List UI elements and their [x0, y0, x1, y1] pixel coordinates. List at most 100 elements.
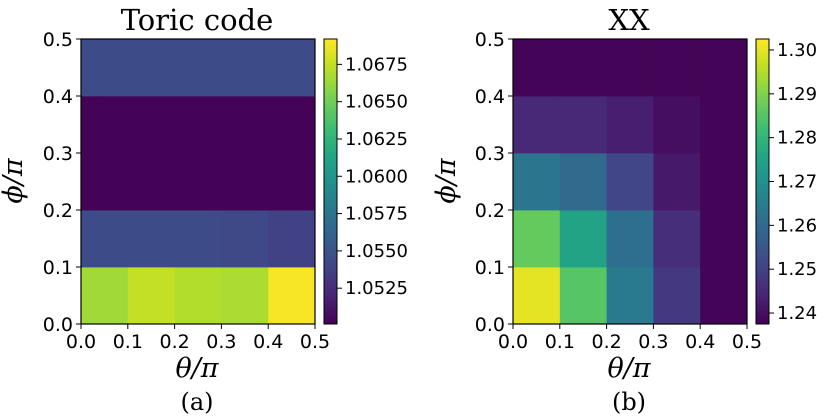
panel-a-y-ticks: 0.0 0.1 0.2 0.3 0.4 0.5: [43, 29, 81, 336]
heatmap-cell: [221, 267, 269, 325]
heatmap-cell: [700, 39, 748, 97]
y-tick-label: 0.3: [475, 143, 505, 165]
colorbar-tick-label: 1.0575: [345, 204, 408, 225]
x-tick-label: 0.0: [66, 331, 96, 353]
panel-a-x-axis-label: θ/π: [175, 353, 219, 384]
y-tick-label: 0.2: [475, 200, 505, 222]
colorbar-tick-label: 1.0675: [345, 54, 408, 75]
heatmap-cell: [559, 153, 607, 211]
x-tick-label: 0.4: [253, 331, 283, 353]
panel-b-sublabel: (b): [612, 388, 646, 416]
heatmap-cell: [559, 96, 607, 154]
heatmap-cell: [127, 96, 175, 211]
heatmap-cell: [174, 267, 222, 325]
heatmap-cell: [653, 267, 701, 325]
heatmap-cell: [174, 210, 222, 268]
heatmap-cell: [268, 39, 316, 97]
heatmap-cell: [221, 210, 269, 268]
panel-b-colorbar-ticks: 1.24 1.25 1.26 1.27 1.28 1.29 1.30: [769, 40, 817, 324]
colorbar-tick-label: 1.0600: [345, 166, 408, 187]
y-tick-label: 0.4: [475, 86, 505, 108]
heatmap-cell: [221, 96, 269, 211]
x-tick-label: 0.5: [732, 331, 762, 353]
heatmap-cell: [174, 39, 222, 97]
x-tick-label: 0.2: [591, 331, 621, 353]
y-tick-label: 0.1: [475, 257, 505, 279]
y-tick-label: 0.3: [43, 143, 73, 165]
colorbar-tick-label: 1.0550: [345, 241, 408, 262]
x-tick-label: 0.1: [113, 331, 143, 353]
y-tick-label: 0.5: [475, 29, 505, 51]
heatmap-cell: [653, 39, 701, 97]
heatmap-cell: [81, 267, 129, 325]
heatmap-cell: [513, 210, 561, 268]
panel-b-x-ticks: 0.0 0.1 0.2 0.3 0.4 0.5: [498, 324, 762, 353]
y-tick-label: 0.5: [43, 29, 73, 51]
y-tick-label: 0.4: [43, 86, 73, 108]
heatmap-cell: [653, 153, 701, 211]
colorbar-tick-label: 1.30: [777, 40, 817, 61]
heatmap-cell: [174, 96, 222, 211]
y-tick-label: 0.0: [475, 314, 505, 336]
heatmap-cell: [606, 267, 654, 325]
heatmap-cell: [513, 39, 561, 97]
heatmap-cell: [559, 267, 607, 325]
panel-a-colorbar-ticks: 1.0525 1.0550 1.0575 1.0600 1.0625 1.0650 1.06…: [337, 54, 408, 299]
panel-a-x-ticks: 0.0 0.1 0.2 0.3 0.4 0.5: [66, 324, 330, 353]
panel-b-y-ticks: 0.0 0.1 0.2 0.3 0.4 0.5: [475, 29, 513, 336]
heatmap-cell: [268, 96, 316, 211]
heatmap-cell: [127, 210, 175, 268]
panel-a-frame: [80, 38, 316, 325]
heatmap-cell: [127, 39, 175, 97]
x-tick-label: 0.4: [685, 331, 715, 353]
colorbar-tick-label: 1.27: [777, 172, 817, 193]
colorbar-tick-label: 1.0650: [345, 92, 408, 113]
x-tick-label: 0.3: [638, 331, 668, 353]
heatmap-cell: [81, 210, 129, 268]
heatmap-cell: [559, 39, 607, 97]
heatmap-cell: [606, 96, 654, 154]
heatmap-cell: [127, 267, 175, 325]
heatmap-cell: [653, 96, 701, 154]
panel-a-title: Toric code: [121, 3, 274, 37]
heatmap-cell: [606, 39, 654, 97]
heatmap-cell: [81, 96, 129, 211]
colorbar-tick-label: 1.26: [777, 215, 817, 236]
panel-b-title: XX: [608, 3, 650, 37]
panel-a-y-axis-label: ϕ/π: [0, 157, 29, 204]
panel-a-sublabel: (a): [180, 388, 213, 416]
colorbar-tick-label: 1.0525: [345, 278, 408, 299]
heatmap-cell: [221, 39, 269, 97]
panel-b: XX 0.0 0.1 0.2 0.3 0.4 0.5 0.0 0.1 0.2 0.3 0.4 0.5…: [431, 3, 817, 416]
heatmap-cell: [513, 153, 561, 211]
x-tick-label: 0.3: [206, 331, 236, 353]
heatmap-cell: [559, 210, 607, 268]
heatmap-cell: [513, 96, 561, 154]
heatmap-cell: [700, 210, 748, 268]
heatmap-cell: [700, 96, 748, 154]
panel-a: Toric code 0.0 0.1 0.2 0.3 0.4 0.5 0.00.10.20…: [0, 3, 408, 416]
colorbar-tick-label: 1.24: [777, 303, 817, 324]
panel-b-frame: [512, 38, 748, 325]
x-tick-label: 0.5: [300, 331, 330, 353]
colorbar-tick-label: 1.0625: [345, 129, 408, 150]
panel-b-colorbar: [755, 38, 770, 325]
heatmap-cell: [606, 153, 654, 211]
heatmap-cell: [268, 267, 316, 325]
panel-b-x-axis-label: θ/π: [607, 353, 651, 384]
panel-a-colorbar: [323, 38, 338, 325]
heatmap-cell: [268, 210, 316, 268]
panel-b-heatmap-cells: [513, 39, 748, 325]
x-tick-label: 0.1: [545, 331, 575, 353]
heatmap-cell: [513, 267, 561, 325]
y-tick-label: 0.0: [43, 314, 73, 336]
panel-b-y-axis-label: ϕ/π: [431, 157, 462, 204]
y-tick-label: 0.2: [43, 200, 73, 222]
heatmap-cell: [81, 39, 129, 97]
heatmap-cell: [700, 153, 748, 211]
x-tick-label: 0.2: [159, 331, 189, 353]
y-tick-label: 0.1: [43, 257, 73, 279]
colorbar-tick-label: 1.28: [777, 128, 817, 149]
heatmap-cell: [606, 210, 654, 268]
